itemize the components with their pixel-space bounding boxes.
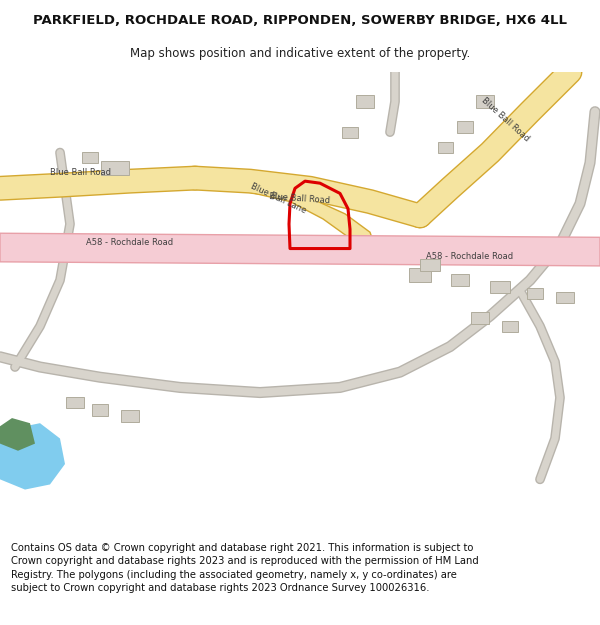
Text: Map shows position and indicative extent of the property.: Map shows position and indicative extent…: [130, 48, 470, 61]
Text: Blue Ball Road: Blue Ball Road: [269, 192, 331, 205]
Bar: [527, 288, 543, 299]
Bar: [342, 126, 358, 138]
Bar: [476, 96, 494, 108]
Bar: [409, 269, 431, 282]
Bar: [101, 161, 129, 175]
Text: Blue Ball Road: Blue Ball Road: [479, 96, 530, 144]
Polygon shape: [0, 423, 65, 489]
Bar: [66, 397, 84, 408]
Bar: [420, 259, 440, 271]
Polygon shape: [0, 233, 600, 266]
Bar: [356, 96, 374, 108]
Text: A58 - Rochdale Road: A58 - Rochdale Road: [427, 253, 514, 261]
Polygon shape: [193, 168, 375, 251]
Bar: [121, 410, 139, 422]
Text: PARKFIELD, ROCHDALE ROAD, RIPPONDEN, SOWERBY BRIDGE, HX6 4LL: PARKFIELD, ROCHDALE ROAD, RIPPONDEN, SOW…: [33, 14, 567, 27]
Bar: [502, 321, 518, 332]
Bar: [556, 292, 574, 303]
Bar: [457, 121, 473, 132]
Bar: [451, 274, 469, 286]
Bar: [471, 312, 489, 324]
Text: Blue Ball Road: Blue Ball Road: [49, 169, 110, 177]
Text: A58 - Rochdale Road: A58 - Rochdale Road: [86, 238, 173, 247]
Bar: [437, 142, 452, 153]
Text: Contains OS data © Crown copyright and database right 2021. This information is : Contains OS data © Crown copyright and d…: [11, 543, 479, 592]
Bar: [82, 152, 98, 163]
Bar: [92, 404, 108, 416]
Bar: [490, 281, 510, 294]
Text: Blue Ball Lane: Blue Ball Lane: [249, 182, 307, 216]
Polygon shape: [0, 418, 35, 451]
